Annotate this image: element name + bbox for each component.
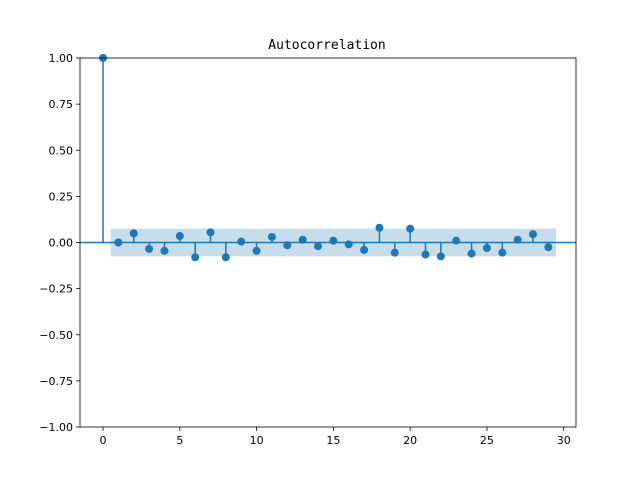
x-tick-label-10: 10 — [250, 434, 264, 447]
point-lag-3 — [145, 244, 154, 253]
point-lag-14 — [314, 242, 323, 251]
y-tick-label-3: −0.25 — [39, 283, 73, 296]
point-lag-18 — [375, 223, 384, 232]
point-lag-26 — [498, 248, 507, 257]
y-tick-label-1: −0.75 — [39, 375, 73, 388]
point-lag-11 — [267, 232, 276, 241]
y-tick-label-6: 0.50 — [49, 144, 74, 157]
point-lag-24 — [467, 249, 476, 258]
x-tick-label-20: 20 — [403, 434, 417, 447]
point-lag-22 — [436, 252, 445, 261]
x-tick-label-25: 25 — [480, 434, 494, 447]
point-lag-8 — [221, 253, 230, 262]
point-lag-21 — [421, 250, 430, 259]
point-lag-23 — [452, 236, 461, 245]
point-lag-17 — [360, 245, 369, 254]
x-tick-label-0: 0 — [100, 434, 107, 447]
point-lag-7 — [206, 228, 215, 237]
point-lag-27 — [513, 235, 522, 244]
point-lag-4 — [160, 246, 169, 255]
y-tick-label-4: 0.00 — [49, 237, 74, 250]
point-lag-2 — [129, 229, 138, 238]
y-tick-label-8: 1.00 — [49, 52, 74, 65]
chart-title: Autocorrelation — [268, 38, 385, 53]
x-tick-label-5: 5 — [176, 434, 183, 447]
y-tick-label-2: −0.50 — [39, 329, 73, 342]
x-tick-label-30: 30 — [557, 434, 571, 447]
point-lag-28 — [529, 230, 538, 239]
point-lag-1 — [114, 238, 123, 247]
x-tick-label-15: 15 — [326, 434, 340, 447]
point-lag-10 — [252, 246, 261, 255]
axes: 0 5 10 15 20 25 30 −1.00 −0.75 −0.50 −0.25 0.00 0.25… — [39, 52, 577, 447]
y-tick-label-0: −1.00 — [39, 421, 73, 434]
point-lag-5 — [175, 232, 184, 241]
point-lag-19 — [390, 248, 399, 257]
point-lag-6 — [191, 253, 200, 262]
y-tick-label-5: 0.25 — [49, 190, 74, 203]
point-lag-9 — [237, 237, 246, 246]
point-lag-16 — [344, 240, 353, 249]
point-lag-13 — [298, 235, 307, 244]
y-tick-label-7: 0.75 — [49, 98, 74, 111]
point-lag-15 — [329, 236, 338, 245]
point-lag-29 — [544, 243, 553, 252]
point-lag-20 — [406, 224, 415, 233]
point-lag-12 — [283, 241, 292, 250]
point-lag-25 — [482, 244, 491, 253]
